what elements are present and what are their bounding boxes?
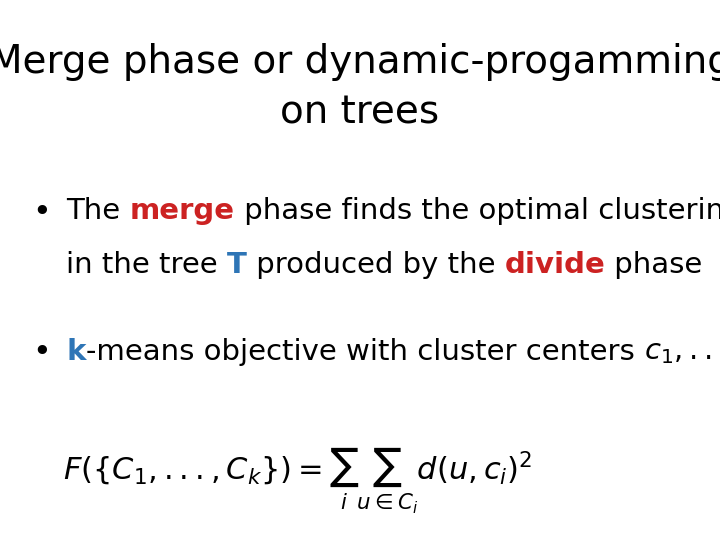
Text: •: • bbox=[32, 338, 51, 368]
Text: k: k bbox=[66, 338, 86, 366]
Text: The: The bbox=[66, 197, 130, 225]
Text: T: T bbox=[227, 251, 247, 279]
Text: produced by the: produced by the bbox=[247, 251, 505, 279]
Text: in the tree: in the tree bbox=[66, 251, 227, 279]
Text: Merge phase or dynamic-progamming
on trees: Merge phase or dynamic-progamming on tre… bbox=[0, 43, 720, 131]
Text: phase: phase bbox=[606, 251, 703, 279]
Text: •: • bbox=[32, 197, 51, 228]
Text: $c_1,...,c_k$:: $c_1,...,c_k$: bbox=[644, 338, 720, 366]
Text: divide: divide bbox=[505, 251, 606, 279]
Text: -means objective with cluster centers: -means objective with cluster centers bbox=[86, 338, 644, 366]
Text: merge: merge bbox=[130, 197, 235, 225]
Text: phase finds the optimal clustering: phase finds the optimal clustering bbox=[235, 197, 720, 225]
Text: $F(\{C_1,...,C_k\}) = \sum_i \sum_{u \in C_i} d(u,c_i)^2$: $F(\{C_1,...,C_k\}) = \sum_i \sum_{u \in… bbox=[63, 446, 532, 516]
